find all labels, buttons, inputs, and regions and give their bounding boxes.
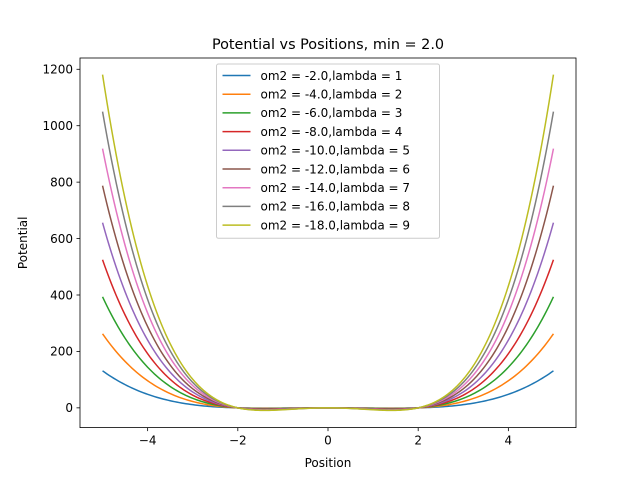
legend-label: om2 = -8.0,lambda = 4: [261, 125, 403, 139]
y-tick-label: 200: [50, 345, 73, 359]
y-tick-label: 400: [50, 288, 73, 302]
x-tick-label: 2: [414, 434, 422, 448]
y-tick-label: 1000: [42, 119, 73, 133]
y-tick-label: 1200: [42, 63, 73, 77]
series-line-9: [101, 74, 555, 412]
series-line-1: [102, 370, 554, 409]
chart-title: Potential vs Positions, min = 2.0: [212, 37, 444, 53]
x-tick-label: 4: [505, 434, 513, 448]
legend-label: om2 = -2.0,lambda = 1: [261, 69, 403, 83]
y-tick-label: 800: [50, 175, 73, 189]
legend-label: om2 = -4.0,lambda = 2: [261, 88, 403, 102]
legend-label: om2 = -12.0,lambda = 6: [261, 162, 411, 176]
y-tick-label: 600: [50, 232, 73, 246]
legend-label: om2 = -18.0,lambda = 9: [261, 218, 411, 232]
y-axis-label: Potential: [16, 217, 30, 270]
legend-label: om2 = -6.0,lambda = 3: [261, 106, 403, 120]
legend-box: [216, 63, 440, 239]
legend: om2 = -2.0,lambda = 1 om2 = -4.0,lambda =…: [216, 63, 440, 239]
plot-lines: [101, 74, 555, 412]
x-axis-label: Position: [305, 456, 352, 470]
x-axis: −4 −2 0 2 4: [139, 427, 513, 448]
series-line-3: [101, 296, 555, 410]
x-tick-label: −2: [229, 434, 247, 448]
y-tick-label: 0: [65, 401, 73, 415]
legend-label: om2 = -10.0,lambda = 5: [261, 144, 411, 158]
x-tick-label: 0: [324, 434, 332, 448]
legend-label: om2 = -16.0,lambda = 8: [261, 200, 411, 214]
legend-label: om2 = -14.0,lambda = 7: [261, 181, 411, 195]
series-line-5: [101, 222, 555, 411]
x-tick-label: −4: [139, 434, 157, 448]
y-axis: 0 200 400 600 800 1000 1200: [42, 63, 80, 415]
